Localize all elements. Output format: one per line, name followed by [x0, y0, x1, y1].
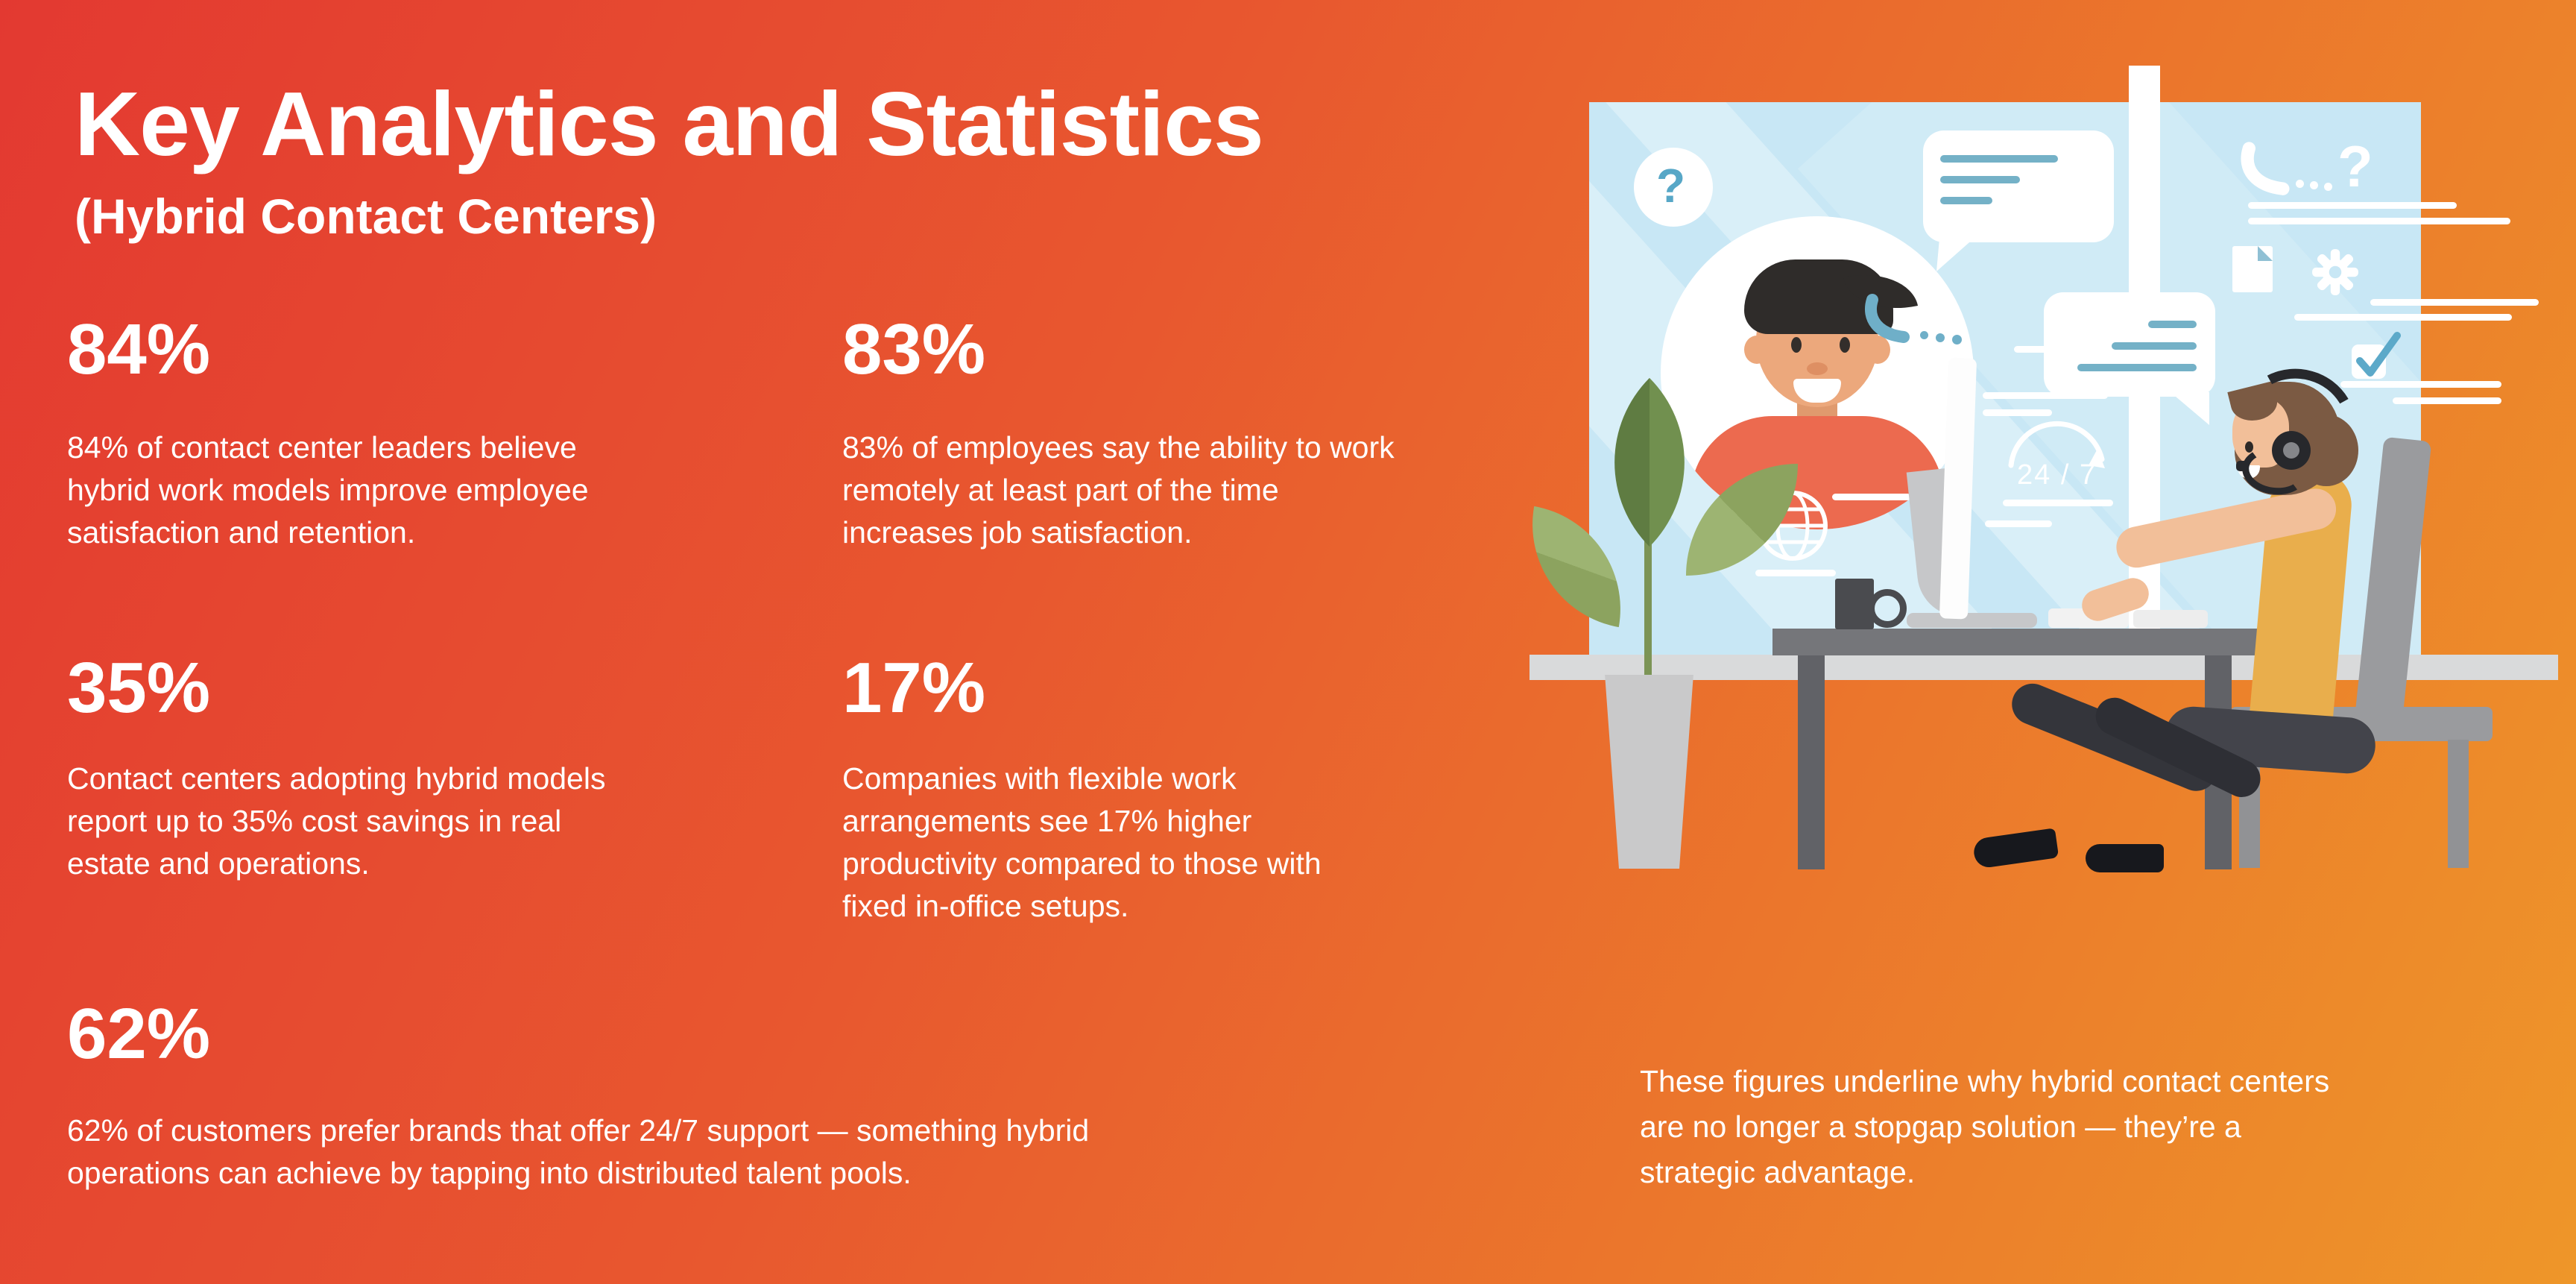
stat-description: Companies with flexible work arrangement…: [842, 761, 1322, 923]
ellipsis-dot: [2296, 180, 2304, 188]
stat-description: Contact centers adopting hybrid models r…: [67, 761, 606, 881]
agent-eye: [2245, 441, 2253, 453]
chat-text-line: [1940, 197, 1992, 204]
stat-value: 17%: [842, 648, 986, 728]
stat-value: 62%: [67, 994, 211, 1074]
desk: [1772, 629, 2269, 655]
plant-pot: [1605, 675, 1693, 869]
stat-description: 83% of employees say the ability to work…: [842, 430, 1395, 550]
decor-line: [1985, 520, 2052, 527]
ellipsis-dot: [1952, 335, 1962, 344]
decor-line: [2248, 202, 2457, 209]
decor-line: [1832, 494, 1911, 500]
agent-shoe: [1972, 828, 2059, 869]
arc-arrow-icon: [2008, 421, 2105, 468]
headset-mic: [2236, 461, 2249, 471]
ellipsis-dot: [2310, 181, 2318, 189]
chat-text-line: [1940, 155, 2058, 163]
decor-line: [2248, 218, 2510, 224]
chat-text-line: [2077, 364, 2197, 371]
ellipsis-dot: [2324, 183, 2332, 191]
decor-line: [1755, 570, 1836, 576]
stat-description: 84% of contact center leaders believe hy…: [67, 430, 589, 550]
ellipsis-dot: [1936, 333, 1945, 342]
chat-bubble-icon: [1923, 130, 2114, 242]
caller-eye: [1791, 337, 1802, 353]
badge-24-7-label: 24 / 7: [2017, 459, 2097, 491]
badge-24-7: 24 / 7: [2005, 416, 2124, 498]
phone-icon: [2241, 142, 2290, 195]
document-icon: [2232, 246, 2273, 292]
question-icon: ?: [1656, 159, 1686, 213]
decor-line: [2393, 397, 2501, 404]
stat-value: 84%: [67, 309, 211, 389]
decor-line: [2370, 299, 2539, 306]
coffee-mug-icon: [1835, 579, 1874, 629]
agent-shoe: [2086, 844, 2164, 872]
monitor-base: [1907, 613, 2037, 628]
decor-line: [2003, 500, 2113, 506]
question-icon: ?: [2337, 133, 2373, 199]
page-subtitle: (Hybrid Contact Centers): [75, 189, 657, 244]
chat-text-line: [2148, 321, 2197, 328]
avatar: [1661, 216, 1974, 529]
caller-nose: [1807, 362, 1828, 375]
keyboard: [2133, 610, 2208, 628]
decor-line: [2294, 314, 2512, 321]
desk-leg: [1798, 655, 1825, 869]
caller-eye: [1840, 337, 1850, 353]
page-title: Key Analytics and Statistics: [75, 73, 1264, 174]
conclusion-text: These figures underline why hybrid conta…: [1640, 1064, 2330, 1189]
stat-description: 62% of customers prefer brands that offe…: [67, 1113, 1090, 1190]
checkmark-icon: [2356, 332, 2401, 377]
decor-line: [1983, 409, 2052, 416]
decor-line: [2340, 381, 2501, 388]
chat-text-line: [2112, 342, 2197, 350]
phone-icon: [1865, 294, 1910, 343]
gear-icon: [2312, 249, 2358, 295]
decor-line: [2014, 346, 2062, 353]
stat-value: 35%: [67, 648, 211, 728]
headset-earcup: [2283, 442, 2299, 459]
ellipsis-dot: [1920, 331, 1928, 339]
question-bubble: [1634, 148, 1713, 227]
plant-stem: [1644, 468, 1652, 685]
chat-text-line: [1940, 176, 2020, 183]
decor-line: [1983, 392, 2108, 399]
stat-value: 83%: [842, 309, 986, 389]
chair-leg: [2448, 740, 2469, 868]
